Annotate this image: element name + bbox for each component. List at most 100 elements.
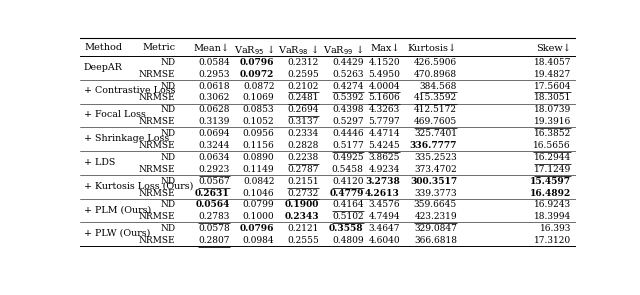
Text: 423.2319: 423.2319 [414,212,457,221]
Text: 0.4120: 0.4120 [332,177,364,186]
Text: 0.0578: 0.0578 [198,224,230,233]
Text: 0.1149: 0.1149 [243,165,275,174]
Text: Metric: Metric [142,43,175,52]
Text: + Kurtosis Loss (Ours): + Kurtosis Loss (Ours) [84,181,193,191]
Text: 339.3773: 339.3773 [414,189,457,198]
Text: ND: ND [160,105,175,114]
Text: 0.2807: 0.2807 [198,236,230,245]
Text: NRMSE: NRMSE [139,141,175,150]
Text: 366.6818: 366.6818 [414,236,457,245]
Text: 5.4950: 5.4950 [368,70,400,79]
Text: 3.2738: 3.2738 [365,177,400,186]
Text: 0.4779: 0.4779 [329,189,364,198]
Text: 4.1520: 4.1520 [368,58,400,67]
Text: 0.0853: 0.0853 [243,105,275,114]
Text: 4.3263: 4.3263 [369,105,400,114]
Text: + Contrastive Loss: + Contrastive Loss [84,86,175,95]
Text: 0.4274: 0.4274 [332,81,364,91]
Text: 0.4164: 0.4164 [332,201,364,209]
Text: NRMSE: NRMSE [139,189,175,198]
Text: 18.4057: 18.4057 [534,58,571,67]
Text: VaR$_{99}$ ↓: VaR$_{99}$ ↓ [323,43,364,57]
Text: DeepAR: DeepAR [84,63,123,71]
Text: 0.0694: 0.0694 [198,129,230,138]
Text: 0.1046: 0.1046 [243,189,275,198]
Text: 4.0004: 4.0004 [368,81,400,91]
Text: 384.568: 384.568 [420,81,457,91]
Text: 4.7494: 4.7494 [368,212,400,221]
Text: ND: ND [160,153,175,162]
Text: 0.0972: 0.0972 [240,70,275,79]
Text: 335.2523: 335.2523 [414,153,457,162]
Text: 0.0564: 0.0564 [195,201,230,209]
Text: + PLM (Ours): + PLM (Ours) [84,205,151,214]
Text: 0.3139: 0.3139 [198,117,230,126]
Text: 16.4892: 16.4892 [530,189,571,198]
Text: VaR$_{95}$ ↓: VaR$_{95}$ ↓ [234,43,275,57]
Text: 0.4809: 0.4809 [332,236,364,245]
Text: VaR$_{98}$ ↓: VaR$_{98}$ ↓ [278,43,319,57]
Text: 329.0847: 329.0847 [414,224,457,233]
Text: 18.3994: 18.3994 [534,212,571,221]
Text: 19.3916: 19.3916 [534,117,571,126]
Text: 0.1069: 0.1069 [243,94,275,102]
Text: 0.1156: 0.1156 [243,141,275,150]
Text: 359.6645: 359.6645 [413,201,457,209]
Text: Mean↓: Mean↓ [194,43,230,52]
Text: 0.2828: 0.2828 [288,141,319,150]
Text: 4.9234: 4.9234 [369,165,400,174]
Text: 0.2787: 0.2787 [287,165,319,174]
Text: 3.8625: 3.8625 [369,153,400,162]
Text: 19.4827: 19.4827 [534,70,571,79]
Text: 0.0628: 0.0628 [198,105,230,114]
Text: 469.7605: 469.7605 [413,117,457,126]
Text: 0.0984: 0.0984 [243,236,275,245]
Text: NRMSE: NRMSE [139,165,175,174]
Text: 0.0799: 0.0799 [243,201,275,209]
Text: 0.2595: 0.2595 [287,70,319,79]
Text: NRMSE: NRMSE [139,236,175,245]
Text: 0.2953: 0.2953 [198,70,230,79]
Text: + LDS: + LDS [84,158,115,167]
Text: 0.2238: 0.2238 [288,153,319,162]
Text: 0.1052: 0.1052 [243,117,275,126]
Text: 0.3244: 0.3244 [198,141,230,150]
Text: 0.4429: 0.4429 [332,58,364,67]
Text: ND: ND [160,177,175,186]
Text: 4.2613: 4.2613 [365,189,400,198]
Text: 16.5656: 16.5656 [533,141,571,150]
Text: 0.2555: 0.2555 [287,236,319,245]
Text: 0.2102: 0.2102 [288,81,319,91]
Text: + Shrinkage Loss: + Shrinkage Loss [84,134,169,143]
Text: 0.0890: 0.0890 [243,153,275,162]
Text: 0.5263: 0.5263 [332,70,364,79]
Text: 15.4597: 15.4597 [530,177,571,186]
Text: 0.5458: 0.5458 [332,165,364,174]
Text: 0.3137: 0.3137 [288,117,319,126]
Text: 0.4398: 0.4398 [332,105,364,114]
Text: 0.0618: 0.0618 [198,81,230,91]
Text: 0.2343: 0.2343 [284,212,319,221]
Text: 0.2923: 0.2923 [198,165,230,174]
Text: 0.1900: 0.1900 [285,201,319,209]
Text: ND: ND [160,58,175,67]
Text: 0.2732: 0.2732 [288,189,319,198]
Text: 0.2312: 0.2312 [288,58,319,67]
Text: 0.0842: 0.0842 [243,177,275,186]
Text: 0.4925: 0.4925 [332,153,364,162]
Text: 0.2783: 0.2783 [198,212,230,221]
Text: 336.7777: 336.7777 [410,141,457,150]
Text: 426.5906: 426.5906 [414,58,457,67]
Text: 17.1249: 17.1249 [534,165,571,174]
Text: 5.4245: 5.4245 [368,141,400,150]
Text: 4.4714: 4.4714 [368,129,400,138]
Text: 3.4647: 3.4647 [369,224,400,233]
Text: NRMSE: NRMSE [139,212,175,221]
Text: 0.5392: 0.5392 [332,94,364,102]
Text: NRMSE: NRMSE [139,70,175,79]
Text: 16.9243: 16.9243 [534,201,571,209]
Text: 17.3120: 17.3120 [534,236,571,245]
Text: 0.3062: 0.3062 [198,94,230,102]
Text: ND: ND [160,81,175,91]
Text: Max↓: Max↓ [371,43,400,52]
